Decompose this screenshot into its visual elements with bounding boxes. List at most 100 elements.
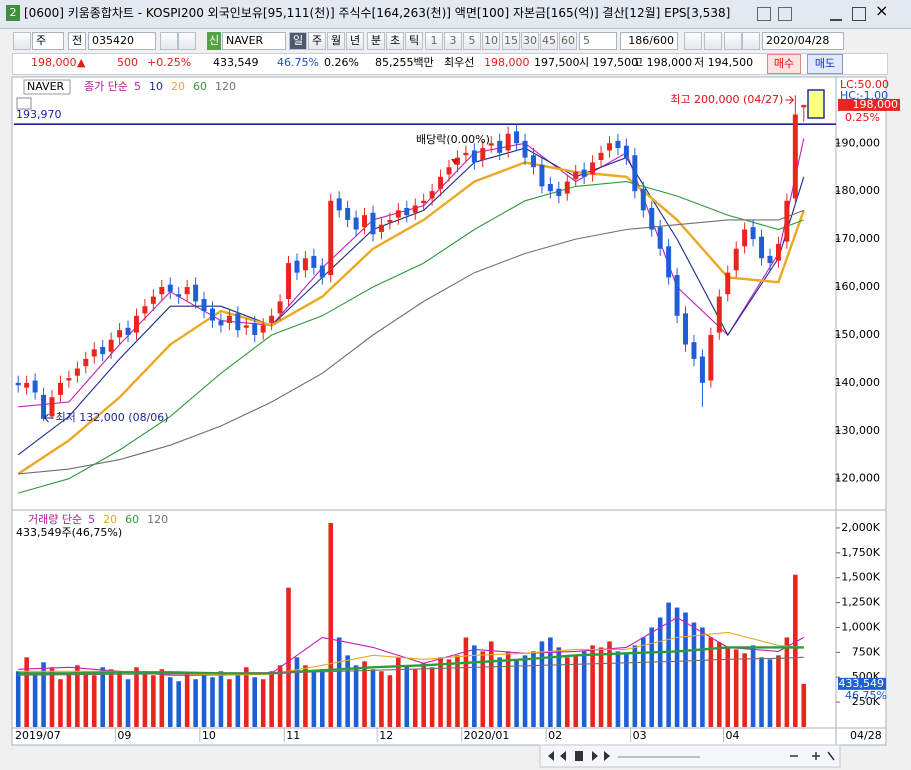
icon-button[interactable] <box>724 32 742 50</box>
volume-bar <box>345 655 350 727</box>
reference-label: 193,970 <box>16 108 62 121</box>
candle-body <box>117 330 123 338</box>
candle-body <box>252 322 258 335</box>
volume-bar <box>227 679 232 727</box>
candle-body <box>57 382 63 395</box>
icon-button[interactable] <box>684 32 702 50</box>
volume-bar <box>201 675 207 727</box>
volume-bar <box>666 602 671 727</box>
period-button[interactable]: 주 <box>308 32 326 50</box>
period-button[interactable]: 월 <box>327 32 345 50</box>
interval-button[interactable]: 1 <box>425 32 443 50</box>
candle-body <box>556 188 562 196</box>
volume-bar <box>100 667 105 727</box>
volume-bar <box>117 672 122 727</box>
mode-select[interactable]: 전 <box>68 32 86 50</box>
interval-button[interactable]: 5 <box>463 32 481 50</box>
volume-pct: 46.75% <box>277 56 319 69</box>
candle-body <box>235 313 241 331</box>
legend-prefix: 종가 단순 <box>84 80 128 93</box>
period-button[interactable]: 일 <box>289 32 307 50</box>
volume-bar <box>708 637 714 727</box>
x-tick-label: 10 <box>202 729 216 742</box>
icon-button[interactable] <box>160 32 178 50</box>
volume-bar <box>607 641 612 727</box>
volume-bar <box>320 669 325 727</box>
candle-body <box>539 164 545 187</box>
volume-bar <box>75 665 80 727</box>
best-label: 최우선 <box>444 56 475 69</box>
y-tick-label: 170,000 <box>835 232 881 245</box>
last-price-tag <box>838 98 900 111</box>
icon-button[interactable] <box>742 32 760 50</box>
volume-bar <box>311 671 317 727</box>
maximize-button[interactable] <box>852 7 866 21</box>
volume-bar <box>700 627 705 727</box>
candle-body <box>353 217 359 230</box>
volume-bar <box>396 657 401 727</box>
window-button[interactable] <box>757 7 771 21</box>
candle-body <box>269 315 275 323</box>
buy-button[interactable]: 매수 <box>767 54 801 74</box>
scroll-buttons[interactable] <box>548 751 610 761</box>
last-price-label: 198,000 <box>853 98 899 111</box>
period-button[interactable]: 년 <box>346 32 364 50</box>
volume-bar <box>66 673 72 727</box>
name-input[interactable]: NAVER <box>222 32 286 50</box>
icon-button[interactable] <box>704 32 722 50</box>
candle-body <box>429 191 435 199</box>
close-button[interactable]: × <box>875 1 889 20</box>
date-input[interactable]: 2020/04/28 <box>762 32 844 50</box>
volume-bar <box>125 679 131 727</box>
volume-bar <box>370 669 376 727</box>
interval-button[interactable]: 10 <box>482 32 500 50</box>
interval-select[interactable]: 5 <box>579 32 617 50</box>
icon-button[interactable] <box>178 32 196 50</box>
legend-entry: 120 <box>147 513 168 526</box>
volume-bar <box>683 612 688 727</box>
candle-body <box>277 301 283 314</box>
candle-body <box>201 299 207 311</box>
count-input[interactable]: 186/600 <box>620 32 678 50</box>
candle-body <box>167 284 173 292</box>
title-bar: 2 [0600] 키움종합차트 - KOSPI200 외국인보유[95,111(… <box>0 0 911 29</box>
interval-button[interactable]: 45 <box>540 32 558 50</box>
candle-body <box>66 378 72 381</box>
period-button[interactable]: 틱 <box>405 32 423 50</box>
candle-body <box>623 145 629 158</box>
interval-button[interactable]: 3 <box>444 32 462 50</box>
legend-entry: 120 <box>215 80 236 93</box>
period-button[interactable]: 분 <box>367 32 385 50</box>
sell-button[interactable]: 매도 <box>807 54 843 74</box>
x-tick-label: 11 <box>286 729 300 742</box>
volume-bar <box>598 647 604 727</box>
volume-bar <box>91 675 97 727</box>
y-tick-label: 1,500K <box>841 571 880 584</box>
interval-button[interactable]: 60 <box>559 32 577 50</box>
interval-button[interactable]: 15 <box>502 32 520 50</box>
volume-bar <box>463 637 469 727</box>
volume-bar <box>243 667 249 727</box>
period-button[interactable]: 초 <box>386 32 404 50</box>
candle-body <box>640 188 646 211</box>
market-select[interactable]: 주 <box>32 32 64 50</box>
ma-line <box>18 181 804 494</box>
candle-body <box>514 131 520 144</box>
zoom-buttons[interactable] <box>790 751 835 761</box>
scroll-bar <box>539 744 841 768</box>
dividend-marker <box>451 159 459 165</box>
last-volume-pct: 46.75% <box>845 689 887 702</box>
window-button[interactable] <box>778 7 792 21</box>
volume-bar <box>235 675 241 727</box>
icon-button[interactable] <box>13 32 31 50</box>
volume-bar <box>497 657 502 727</box>
code-input[interactable]: 035420 <box>88 32 156 50</box>
volume-bar <box>412 669 418 727</box>
minimize-button[interactable] <box>830 7 842 21</box>
y-tick-label: 190,000 <box>835 136 881 149</box>
name-badge-box <box>23 79 71 95</box>
candle-body <box>488 143 494 146</box>
volume-bar <box>505 651 511 727</box>
interval-button[interactable]: 30 <box>521 32 539 50</box>
